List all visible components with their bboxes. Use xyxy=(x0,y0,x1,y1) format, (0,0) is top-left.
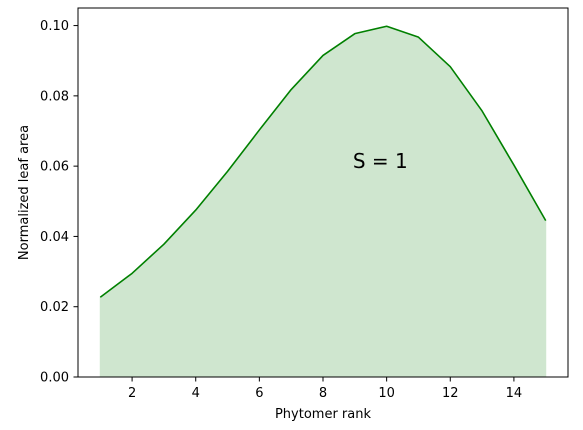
y-tick-label: 0.04 xyxy=(40,230,69,245)
area-fill xyxy=(99,25,547,378)
series-line-layer xyxy=(99,25,547,298)
annotations-layer: S = 1 xyxy=(353,149,408,173)
x-axis-label: Phytomer rank xyxy=(275,407,372,422)
x-tick-label: 2 xyxy=(128,386,136,401)
x-tick-label: 10 xyxy=(378,386,395,401)
y-tick-label: 0.10 xyxy=(40,19,69,34)
area-fill-layer xyxy=(99,25,547,378)
x-tick-label: 14 xyxy=(506,386,523,401)
y-tick-label: 0.02 xyxy=(40,300,69,315)
y-tick-label: 0.06 xyxy=(40,160,69,175)
y-tick-label: 0.08 xyxy=(40,89,69,104)
annotation-label: S = 1 xyxy=(353,149,408,173)
y-axis-ticks: 0.00 0.02 0.04 0.06 0.08 0.10 xyxy=(40,19,78,386)
y-axis-label: Normalized leaf area xyxy=(17,125,32,260)
x-tick-label: 6 xyxy=(255,386,263,401)
x-axis-ticks: 2 4 6 8 10 12 14 xyxy=(128,377,522,401)
y-tick-label: 0.00 xyxy=(40,371,69,386)
x-tick-label: 8 xyxy=(319,386,327,401)
x-tick-label: 12 xyxy=(442,386,459,401)
x-tick-label: 4 xyxy=(192,386,200,401)
